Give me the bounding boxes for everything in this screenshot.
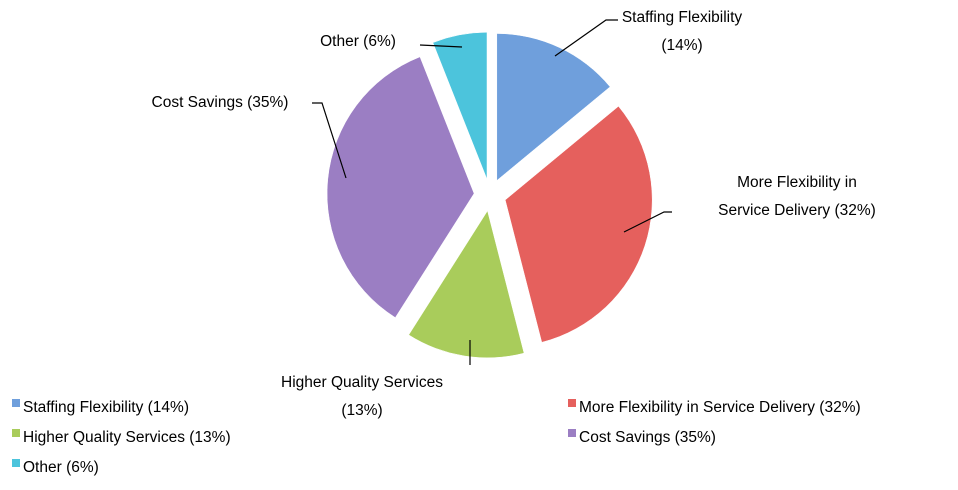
legend-label: Staffing Flexibility (14%) bbox=[23, 399, 189, 416]
label-line: (14%) bbox=[661, 37, 702, 54]
legend-swatch bbox=[12, 399, 20, 407]
data-label: More Flexibility in Service Delivery (32%… bbox=[718, 174, 876, 219]
pie-slice bbox=[408, 210, 525, 359]
label-line: Higher Quality Services bbox=[281, 374, 443, 391]
leader-line bbox=[623, 211, 672, 233]
pie-slice bbox=[432, 32, 488, 180]
data-label: Other (6%) bbox=[320, 33, 396, 50]
legend-swatch bbox=[568, 399, 576, 407]
legend-label: Cost Savings (35%) bbox=[579, 429, 716, 446]
label-line: Staffing Flexibility bbox=[622, 9, 743, 26]
pie-slice bbox=[504, 105, 653, 343]
legend-label: More Flexibility in Service Delivery (32… bbox=[579, 399, 861, 416]
data-label: Staffing Flexibility (14%) bbox=[622, 9, 743, 54]
label-line: More Flexibility in bbox=[737, 174, 857, 191]
legend: Staffing Flexibility (14%) More Flexibili… bbox=[12, 399, 861, 476]
legend-label: Higher Quality Services (13%) bbox=[23, 429, 231, 446]
leader-line bbox=[312, 102, 347, 179]
legend-swatch bbox=[12, 459, 20, 467]
leader-line bbox=[419, 44, 463, 48]
legend-swatch bbox=[568, 429, 576, 437]
slices bbox=[326, 32, 653, 359]
legend-label: Other (6%) bbox=[23, 459, 99, 476]
legend-swatch bbox=[12, 429, 20, 437]
data-labels: Staffing Flexibility (14%) More Flexibilit… bbox=[152, 9, 876, 419]
pie-slice bbox=[326, 56, 475, 318]
data-label: Higher Quality Services (13%) bbox=[281, 374, 443, 419]
label-line: (13%) bbox=[341, 402, 382, 419]
pie-slice bbox=[496, 33, 611, 182]
data-label: Cost Savings (35%) bbox=[152, 94, 289, 111]
leader-line bbox=[554, 19, 618, 57]
label-line: Service Delivery (32%) bbox=[718, 202, 876, 219]
